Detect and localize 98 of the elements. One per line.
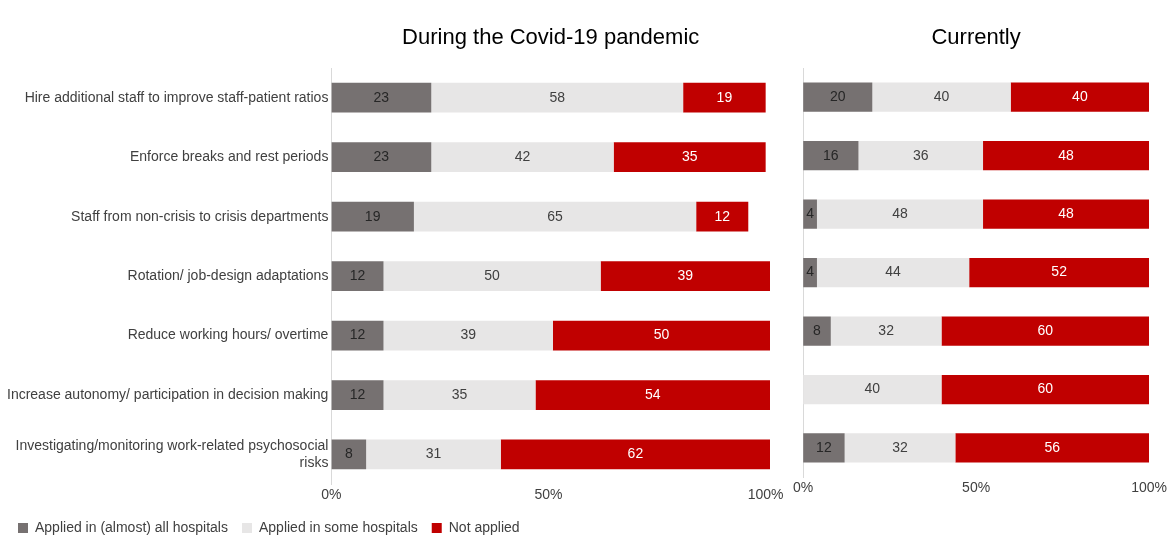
bar [872,82,1011,112]
bar [858,141,984,171]
bar [983,199,1150,229]
data-label: 44 [885,263,902,280]
data-label: 56 [1044,438,1061,455]
bar [331,439,367,470]
data-label: 50 [484,266,501,283]
bar [983,141,1150,171]
legend-label: Not applied [448,518,520,535]
data-label: 12 [349,385,366,402]
data-label: 60 [1037,321,1054,338]
bar [844,433,956,463]
data-label: 60 [1037,380,1054,397]
data-label: 35 [681,148,698,165]
bar [535,380,770,410]
x-tick-label: 0% [793,479,814,496]
bar [383,261,601,291]
x-tick-label: 0% [321,486,342,503]
bar [613,142,766,173]
bar [383,320,553,351]
bar [600,261,770,291]
bar [331,261,384,291]
bar [552,320,770,351]
data-label: 23 [373,88,390,105]
data-label: 4 [806,205,815,221]
bar [803,141,859,171]
bar [941,316,1150,346]
bar [1010,82,1150,112]
bar [500,439,770,470]
bar [331,380,384,410]
data-label: 52 [1051,263,1068,280]
data-label: 62 [627,445,644,462]
y-tick-label: Enforce breaks and rest periods [129,148,329,165]
x-tick-label: 50% [962,479,991,496]
bar [830,316,942,346]
data-label: 12 [816,438,832,455]
data-label: 32 [892,438,908,455]
data-label: 16 [823,146,839,163]
data-label: 54 [644,385,661,402]
bar [955,433,1150,463]
data-label: 48 [892,205,908,221]
chart-title: Currently [931,24,1021,50]
bar [366,439,501,470]
data-label: 19 [364,207,381,224]
data-label: 32 [878,321,895,338]
legend-label: Applied in some hospitals [258,518,418,535]
data-label: 39 [460,326,477,343]
data-label: 20 [829,88,846,105]
bar [331,320,384,351]
data-label: 58 [549,88,566,105]
bar [969,257,1150,288]
bar [413,201,697,232]
y-tick-label: Increase autonomy/ participation in decision making [6,385,329,402]
bar [431,82,684,113]
data-label: 40 [1072,88,1088,105]
y-tick-label: Reduce working hours/ overtime [127,326,329,343]
x-tick-label: 100% [1131,479,1167,496]
data-label: 48 [1058,146,1075,163]
x-tick-label: 50% [534,486,563,503]
bar [816,199,984,229]
y-tick-label: Rotation/ job-design adaptations [127,266,329,283]
data-label: 39 [677,266,694,283]
bar [383,380,536,410]
data-label: 12 [349,326,366,343]
bar [683,82,766,113]
data-label: 12 [714,207,731,224]
data-label: 48 [1058,205,1075,221]
data-label: 42 [514,148,531,165]
legend-label: Applied in (almost) all hospitals [35,518,228,535]
bar [331,201,414,232]
y-tick-label: Hire additional staff to improve staff-patient ratios [24,88,329,105]
bar [941,374,1150,405]
data-label: 4 [806,263,815,280]
data-label: 35 [451,385,468,402]
data-label: 8 [344,445,353,462]
y-tick-label: Investigating/monitoring work-related psychosocial risks [15,436,329,470]
data-label: 40 [933,88,950,105]
chart-title: During the Covid-19 pandemic [402,24,700,50]
bar [803,433,845,463]
data-label: 8 [813,321,822,338]
y-tick-label: Staff from non-crisis to crisis departments [71,207,329,224]
bar [696,201,749,232]
bar [803,82,873,112]
data-label: 31 [425,445,442,462]
data-label: 40 [864,380,881,397]
bar [816,257,970,288]
bar [803,374,942,405]
data-label: 65 [547,207,564,224]
x-tick-label: 100% [747,486,784,503]
data-label: 12 [349,266,366,283]
bar [431,142,614,173]
data-label: 36 [912,146,929,163]
bar [331,82,432,113]
bar [331,142,432,173]
data-label: 50 [653,326,670,343]
bar [803,316,831,346]
data-label: 19 [716,88,733,105]
data-label: 23 [373,148,390,165]
